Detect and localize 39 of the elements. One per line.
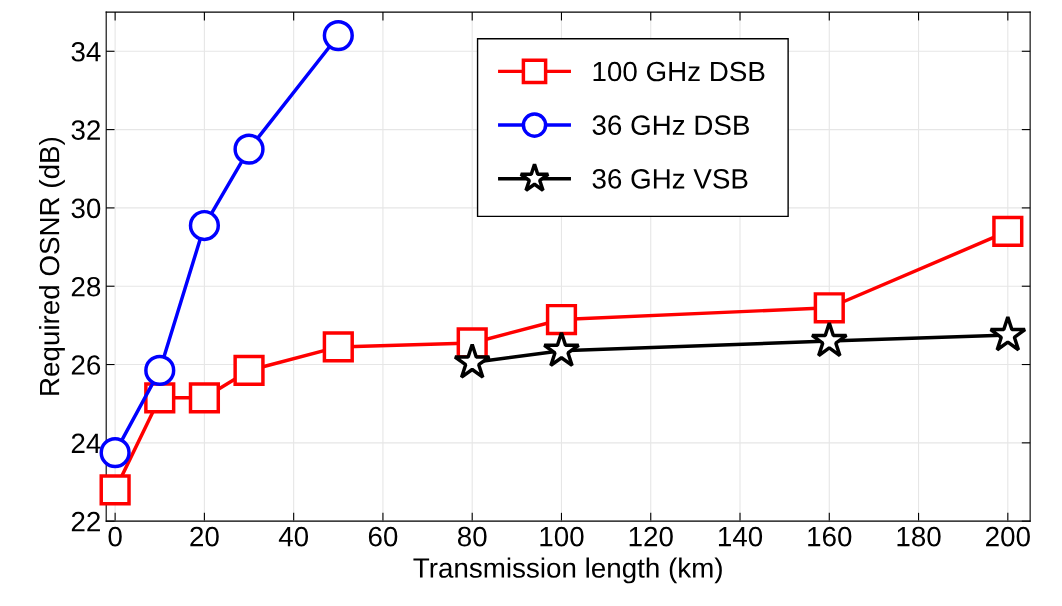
legend-label: 36 GHz VSB xyxy=(592,169,748,189)
y-tick-label: 32 xyxy=(71,120,100,140)
x-tick-label: 160 xyxy=(808,526,852,547)
point xyxy=(992,215,1024,248)
y-axis-title: Required OSNR (dB) xyxy=(39,137,65,395)
point xyxy=(188,209,221,242)
point xyxy=(810,321,849,358)
x-tick-label: 140 xyxy=(718,526,763,547)
y-tick-label: 22 xyxy=(71,511,100,532)
y-tick-label: 34 xyxy=(71,41,101,62)
point xyxy=(542,331,581,368)
x-tick-label: 20 xyxy=(190,526,219,547)
y-tick-label: 24 xyxy=(71,433,101,453)
legend-label: 100 GHz DSB xyxy=(593,61,765,82)
point xyxy=(99,474,131,506)
x-axis-title: Transmission length (km) xyxy=(413,557,722,584)
y-tick-label: 28 xyxy=(71,276,101,297)
y-tick-label: 30 xyxy=(71,198,101,219)
x-tick-label: 200 xyxy=(986,526,1030,547)
point xyxy=(322,331,354,363)
x-tick-label: 40 xyxy=(278,526,309,547)
x-tick-label: 80 xyxy=(457,526,487,547)
x-tick-label: 120 xyxy=(629,526,673,547)
x-tick-label: 100 xyxy=(540,526,584,547)
point xyxy=(99,437,131,469)
point xyxy=(813,292,845,324)
legend-label: 36 GHz DSB xyxy=(592,115,749,136)
point xyxy=(233,354,265,387)
x-tick-label: 60 xyxy=(368,526,398,547)
point xyxy=(322,19,354,52)
point xyxy=(144,354,176,387)
point xyxy=(233,133,265,165)
point xyxy=(545,303,578,336)
point xyxy=(188,382,221,414)
x-tick-label: 180 xyxy=(897,526,941,547)
x-tick-label: 0 xyxy=(108,526,122,547)
point xyxy=(988,315,1027,352)
y-tick-label: 26 xyxy=(71,355,101,375)
point xyxy=(453,342,492,379)
